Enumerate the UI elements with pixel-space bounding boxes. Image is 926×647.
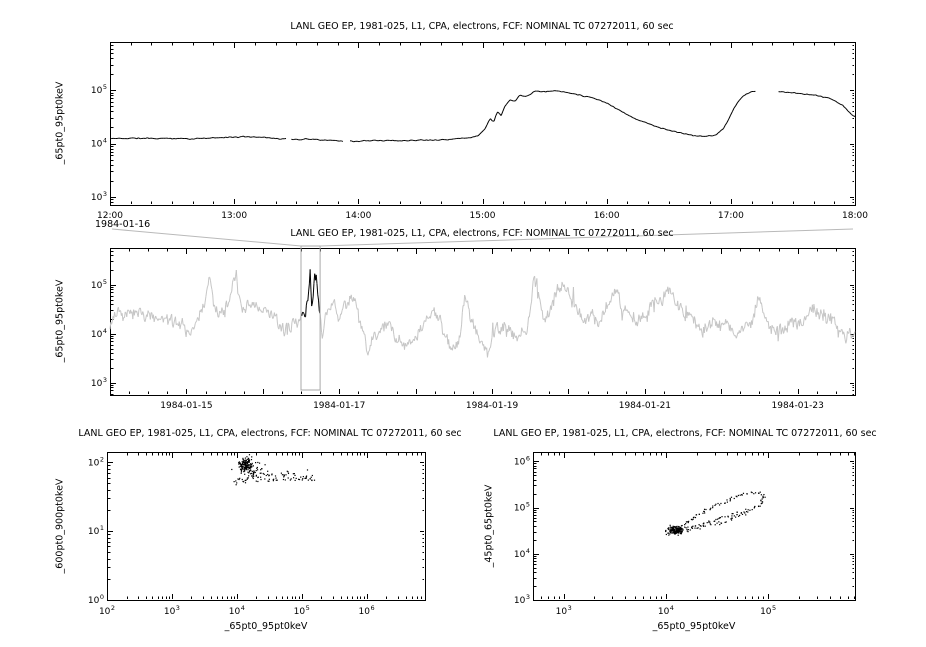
panel1-y-axis-label: _65pt0_95pt0keV [54,81,66,165]
panel4-x-axis-label: _65pt0_95pt0keV [652,621,736,632]
zoom-connector-left-line [111,228,302,247]
zoom-selection-box [300,245,321,391]
panel3-x-axis-label: _65pt0_95pt0keV [224,621,308,632]
panel2-title: LANL GEO EP, 1981-025, L1, CPA, electron… [290,228,674,239]
panel4-title: LANL GEO EP, 1981-025, L1, CPA, electron… [493,428,877,439]
panel3-title: LANL GEO EP, 1981-025, L1, CPA, electron… [78,428,462,439]
panel1-x-date-label: 1984-01-16 [95,219,151,230]
panel4-y-axis-label: _45pt0_65pt0keV [483,484,495,568]
panel3-y-axis-label: _600pt0_900pt0keV [54,478,66,574]
panel1-title: LANL GEO EP, 1981-025, L1, CPA, electron… [290,21,674,32]
panel2-y-axis-label: _65pt0_95pt0keV [54,279,66,363]
